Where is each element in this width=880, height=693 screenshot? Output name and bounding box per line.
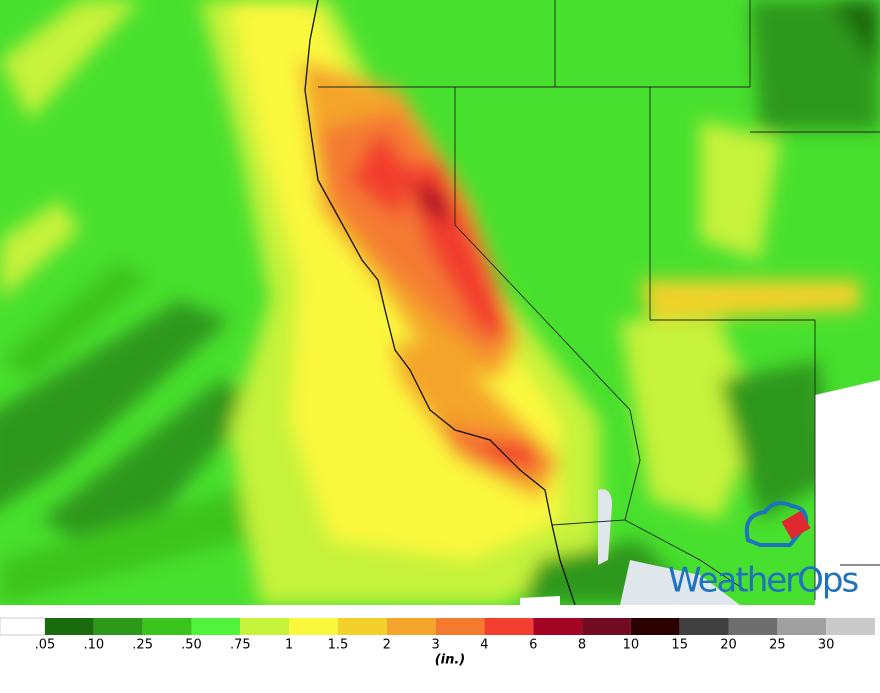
logo: WeatherOps: [668, 501, 860, 601]
legend-label: 2: [383, 638, 391, 653]
precip-map: [0, 0, 880, 605]
legend-swatch: [533, 618, 583, 635]
legend-swatch: [484, 618, 534, 635]
legend-label: 15: [671, 638, 688, 653]
legend-swatch: [728, 618, 778, 635]
legend-label: 4: [480, 638, 488, 653]
legend-swatch: [826, 618, 875, 635]
legend-label: .25: [132, 638, 153, 653]
legend-unit: (in.): [435, 653, 466, 668]
legend-swatch: [142, 618, 192, 635]
legend-swatch: [45, 618, 94, 635]
legend-swatch: [337, 618, 387, 635]
legend-swatch: [582, 618, 631, 635]
legend-label: .75: [230, 638, 251, 653]
legend-label: 1.5: [328, 638, 349, 653]
legend-label: .10: [83, 638, 104, 653]
legend-label: 8: [578, 638, 586, 653]
legend-label: .50: [181, 638, 202, 653]
legend-label: 30: [818, 638, 835, 653]
legend-swatch: [93, 618, 143, 635]
legend-swatch: [0, 617, 46, 636]
logo-text: WeatherOps: [668, 561, 858, 601]
legend-swatch: [289, 618, 338, 635]
legend-swatch: [191, 618, 241, 635]
legend-swatch: [240, 618, 290, 635]
legend-swatch: [435, 618, 485, 635]
legend-swatch: [630, 618, 680, 635]
legend-swatch: [777, 618, 827, 635]
legend-swatch: [386, 618, 436, 635]
legend-label: 25: [769, 638, 786, 653]
logo-mark: [781, 510, 811, 540]
legend-label: 3: [431, 638, 439, 653]
legend-swatch: [679, 618, 729, 635]
legend-label: 1: [285, 638, 293, 653]
legend-label: 20: [720, 638, 737, 653]
legend: .05 .10 .25 .50 .75 1 1.5 2 3 4 6 8 10 15 20 25 30 (in.): [0, 617, 875, 668]
legend-label: 6: [529, 638, 537, 653]
legend-label: 10: [623, 638, 640, 653]
legend-label: .05: [35, 638, 56, 653]
